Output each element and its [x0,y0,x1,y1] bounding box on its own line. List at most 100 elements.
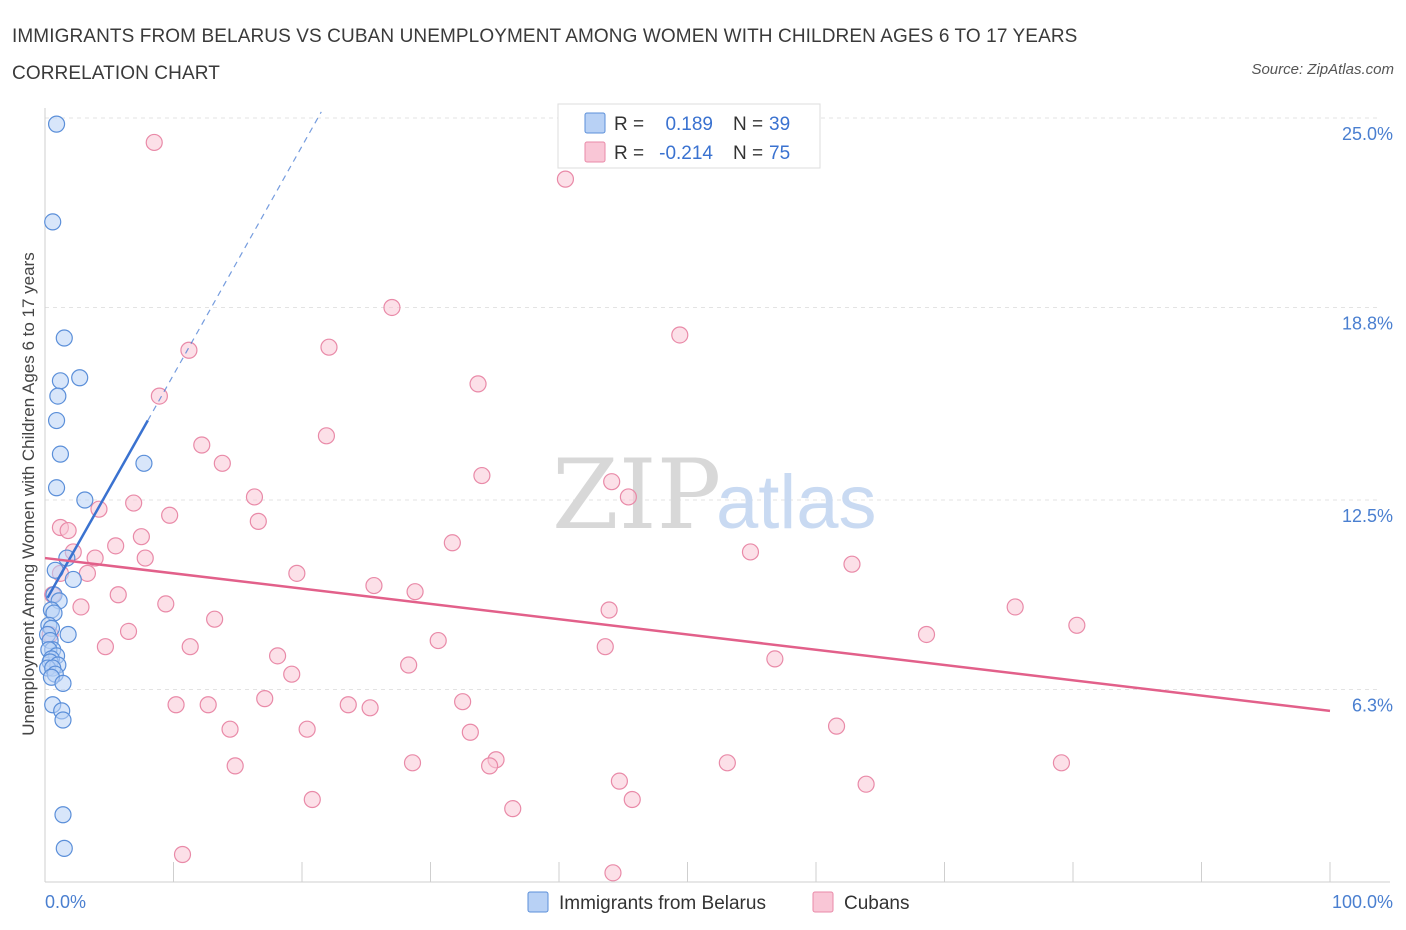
belarus-series [38,115,153,857]
cuban-point [604,864,622,882]
cuban-point [268,647,287,665]
belarus-point [47,479,66,497]
y-tick-label: 18.8% [1342,313,1393,333]
cuban-point [180,341,198,359]
cuban-point [857,775,875,793]
y-axis-title: Unemployment Among Women with Children A… [19,252,38,736]
trend-lines [44,111,1331,713]
cuban-point [473,466,491,485]
cuban-point [361,699,379,717]
cuban-point [109,586,127,604]
cuban-point [766,650,784,668]
chart-title: IMMIGRANTS FROM BELARUS VS CUBAN UNEMPLO… [12,26,1078,84]
legend-r-label-belarus: R = [614,114,644,135]
axes [44,108,1390,883]
belarus-point [135,454,153,472]
cuban-trend-line [44,556,1331,713]
cuban-point [469,375,487,393]
y-tick-labels: 6.3% 12.5% 18.8% 25.0% [1342,124,1393,715]
cuban-point [298,720,316,738]
cuban-point [206,610,224,628]
cuban-point [400,656,418,674]
cuban-point [150,387,168,405]
chart-source: Source: ZipAtlas.com [1251,61,1394,78]
legend-r-label-cubans: R = [614,143,644,164]
cuban-point [256,690,274,708]
cuban-point [406,583,424,601]
cuban-point [610,772,628,790]
cuban-point [283,665,301,683]
cuban-point [96,638,114,656]
cuban-point [78,564,97,582]
cuban-point [136,549,154,567]
legend-n-value-belarus: 39 [769,114,790,135]
belarus-point [44,213,62,231]
cuban-point [173,845,192,864]
belarus-point [54,806,72,824]
cuban-point [556,170,575,188]
belarus-point [59,625,77,644]
belarus-point [64,570,82,589]
cuban-point [125,494,143,512]
cuban-point [917,625,936,644]
belarus-point [47,411,66,430]
legend-n-label-belarus: N = [733,114,763,135]
cuban-point [72,598,90,616]
cuban-point [145,133,163,152]
x-tick-label-min: 0.0% [45,892,86,912]
cuban-point [1052,754,1071,772]
belarus-trend-extension [147,111,322,421]
cuban-point [107,537,125,555]
cuban-point [1068,616,1086,634]
cuban-point [443,534,461,552]
belarus-point [47,115,66,133]
cuban-point [603,473,621,491]
series-legend-swatch-cubans [812,891,834,913]
cuban-point [718,754,736,772]
cuban-point [181,638,199,656]
watermark-atlas: atlas [716,460,877,545]
series-legend-label-belarus: Immigrants from Belarus [559,893,766,914]
cuban-point [249,512,267,530]
belarus-point [51,372,70,390]
legend-r-value-belarus: 0.189 [665,114,713,135]
cuban-point [132,528,150,546]
cuban-point [288,564,306,582]
cuban-point [481,757,499,775]
belarus-point [54,674,72,692]
cuban-point [221,720,239,738]
y-tick-label: 25.0% [1342,124,1393,144]
series-legend: Immigrants from Belarus Cubans [527,891,910,914]
cubans-series [41,133,1086,882]
cuban-point [600,601,618,619]
cuban-point [619,488,637,506]
cuban-point [245,488,264,506]
grid-lines [45,117,1380,690]
belarus-trend-line [46,419,149,599]
cuban-point [365,576,383,595]
cuban-point [213,454,231,472]
cuban-point [504,800,522,818]
cuban-point [161,506,179,524]
cuban-point [320,338,338,356]
cuban-point [671,326,689,344]
cuban-point [193,436,211,454]
cuban-point [317,427,336,445]
cuban-point [596,638,614,656]
belarus-point [49,387,67,405]
correlation-legend: R = 0.189 N = 39 R = -0.214 N = 75 [557,103,821,169]
y-tick-label: 12.5% [1342,506,1393,526]
series-legend-swatch-belarus [527,891,549,913]
cuban-point [429,631,447,650]
cuban-point [383,298,401,317]
cuban-point [403,754,422,772]
belarus-point [54,711,72,729]
cuban-point [199,696,217,714]
cuban-point [741,543,760,561]
legend-swatch-belarus [584,112,606,134]
belarus-point [71,369,89,387]
belarus-point [55,839,73,857]
legend-n-label-cubans: N = [733,143,763,164]
cuban-point [226,757,244,775]
